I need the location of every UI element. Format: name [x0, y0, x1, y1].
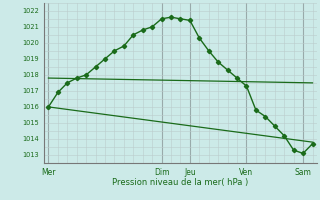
- X-axis label: Pression niveau de la mer( hPa ): Pression niveau de la mer( hPa ): [112, 178, 249, 187]
